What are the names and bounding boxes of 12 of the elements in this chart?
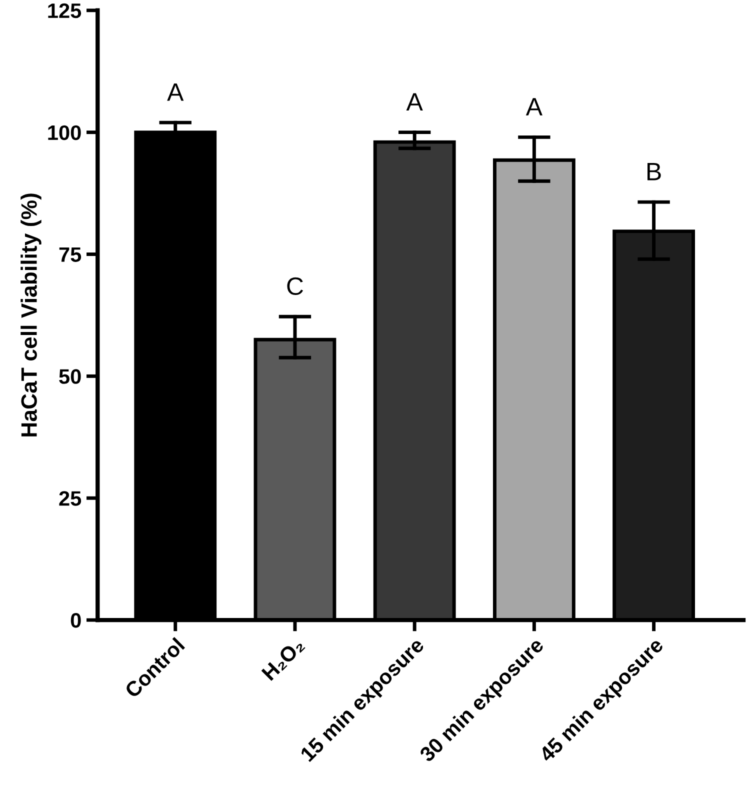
y-axis-title: HaCaT cell Viability (%) <box>20 194 42 436</box>
annotation: A <box>167 84 184 101</box>
annotation: A <box>526 98 542 116</box>
y-tick-label: 25 <box>59 491 82 506</box>
y-tick-label: 75 <box>59 247 82 262</box>
y-tick-label: 100 <box>48 125 81 140</box>
y-tick-label: 0 <box>70 613 81 628</box>
y-tick-label: 125 <box>48 3 82 18</box>
y-tick-label: 50 <box>59 369 81 384</box>
annotation: C <box>287 277 304 296</box>
annotation: B <box>648 163 661 180</box>
annotation: A <box>406 93 423 110</box>
